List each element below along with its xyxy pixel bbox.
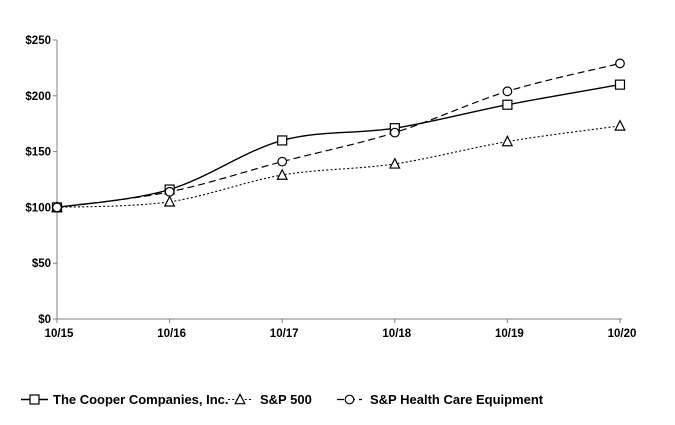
triangle-marker (163, 195, 176, 207)
triangle-marker (501, 135, 514, 147)
y-axis-label: $0 (38, 314, 51, 326)
legend-sample-line-triangle (228, 392, 252, 405)
triangle-marker (234, 392, 246, 405)
triangle-marker (276, 168, 288, 180)
y-axis-label: $100 (25, 202, 51, 214)
square-marker (29, 394, 40, 405)
square-marker (277, 135, 288, 146)
circle-marker (389, 127, 400, 138)
legend-sample-line-square (21, 394, 48, 405)
x-axis-label: 10/19 (495, 328, 524, 340)
x-axis-label: 10/17 (270, 328, 299, 340)
triangle-marker (614, 119, 626, 131)
circle-marker (615, 58, 625, 69)
legend-sample-line-circle (337, 394, 362, 405)
axes: $0 $50 $100 $150 $200 $250 10/15 10/16 10/17 10/1… (25, 35, 636, 340)
data-series (56, 62, 621, 209)
series-line-triangle (56, 125, 621, 208)
y-axis-label: $50 (32, 258, 51, 270)
circle-marker (164, 186, 175, 197)
legend-label-sp500: S&P 500 (260, 392, 312, 407)
circle-marker (277, 156, 288, 167)
x-axis-label: 10/18 (382, 328, 411, 340)
legend-item-sp-healthcare: S&P Health Care Equipment (337, 392, 544, 407)
circle-marker (502, 86, 513, 97)
legend-label-cooper: The Cooper Companies, Inc. (53, 392, 229, 407)
x-axis-label: 10/16 (157, 328, 186, 340)
circle-marker (344, 394, 355, 405)
y-axis-label: $200 (25, 91, 51, 103)
x-axis-label: 10/15 (45, 328, 74, 340)
y-axis-label: $150 (25, 147, 51, 159)
series-line-square (56, 83, 621, 209)
legend-item-sp500: S&P 500 (228, 392, 312, 407)
series-line-circle (56, 62, 621, 208)
circle-marker (52, 202, 62, 213)
x-axis-label: 10/20 (608, 328, 637, 340)
legend-item-cooper: The Cooper Companies, Inc. (21, 392, 229, 407)
y-axis-label: $250 (25, 35, 51, 47)
chart-legend: The Cooper Companies, Inc. S&P 500 S&P H… (21, 392, 544, 407)
triangle-marker (389, 157, 401, 169)
square-marker (502, 99, 513, 110)
square-marker (614, 79, 626, 90)
legend-label-sp-healthcare: S&P Health Care Equipment (370, 392, 544, 407)
data-markers (51, 58, 626, 213)
